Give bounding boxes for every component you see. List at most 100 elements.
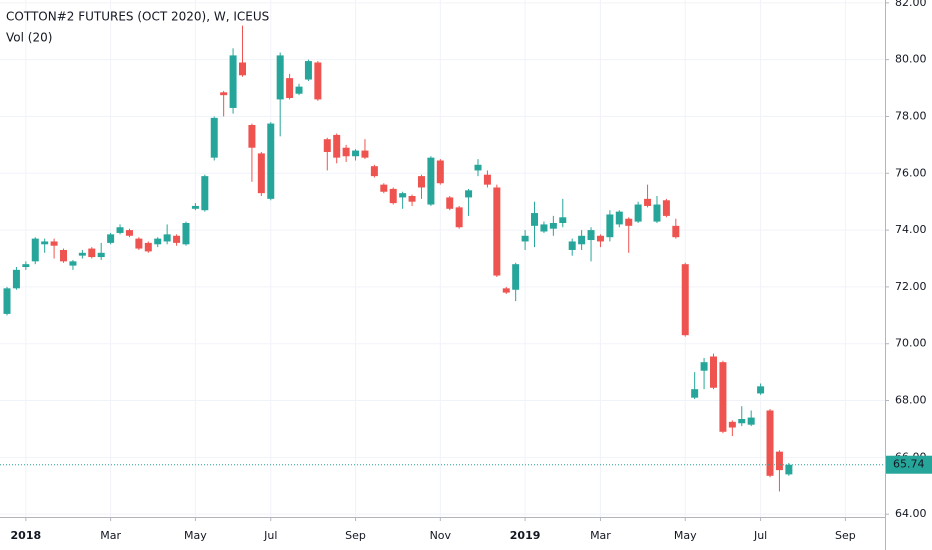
candle-body bbox=[97, 252, 105, 258]
candle-body bbox=[295, 86, 303, 94]
y-tick-label: 64.00 bbox=[895, 507, 927, 520]
candle-body bbox=[361, 150, 369, 158]
candle-body bbox=[163, 234, 171, 242]
candle-body bbox=[314, 62, 322, 100]
candle-body bbox=[408, 196, 416, 202]
candle-body bbox=[427, 157, 435, 205]
candle-body bbox=[286, 78, 294, 99]
y-tick-label: 82.00 bbox=[895, 0, 927, 9]
candle-body bbox=[512, 264, 520, 290]
last-price-badge bbox=[886, 455, 932, 474]
candle-body bbox=[352, 150, 360, 157]
candle-body bbox=[521, 235, 529, 242]
x-tick-label: Mar bbox=[100, 529, 121, 542]
x-tick-label: 2019 bbox=[510, 529, 541, 542]
candle-body bbox=[399, 193, 407, 198]
candle-body bbox=[540, 224, 548, 232]
candle-body bbox=[568, 241, 576, 250]
candle-body bbox=[173, 235, 181, 243]
x-tick-label: Sep bbox=[835, 529, 856, 542]
candle-body bbox=[3, 288, 11, 314]
axes: 64.0066.0068.0070.0072.0074.0076.0078.00… bbox=[11, 0, 932, 542]
candle-body bbox=[342, 147, 350, 157]
candle-body bbox=[210, 117, 218, 158]
candle-body bbox=[267, 123, 275, 199]
candle-body bbox=[483, 174, 491, 185]
candle-body bbox=[596, 235, 604, 242]
candle-body bbox=[125, 230, 133, 236]
candle-body bbox=[493, 187, 501, 276]
candle-body bbox=[135, 238, 143, 249]
candle-body bbox=[370, 166, 378, 177]
candle-body bbox=[389, 188, 397, 204]
candle-body bbox=[304, 61, 312, 80]
x-tick-label: Sep bbox=[345, 529, 366, 542]
candle-body bbox=[775, 451, 783, 471]
candle-body bbox=[191, 205, 199, 209]
x-tick-label: 2018 bbox=[11, 529, 42, 542]
candle-body bbox=[31, 238, 39, 262]
candle-body bbox=[644, 198, 652, 206]
candle-body bbox=[700, 362, 708, 371]
candle-body bbox=[549, 222, 557, 229]
candle-body bbox=[257, 153, 265, 194]
candle-body bbox=[239, 62, 246, 76]
chart-title: COTTON#2 FUTURES (OCT 2020), W, ICEUS bbox=[6, 10, 269, 24]
y-tick-label: 80.00 bbox=[895, 53, 927, 66]
candle-body bbox=[653, 204, 661, 222]
candle-body bbox=[662, 200, 670, 216]
candle-body bbox=[606, 214, 614, 238]
candle-body bbox=[417, 176, 425, 188]
y-tick-label: 68.00 bbox=[895, 394, 927, 407]
candle-body bbox=[559, 217, 567, 223]
candle-body bbox=[69, 261, 77, 266]
candle-body bbox=[615, 211, 623, 225]
last-price-label: 65.74 bbox=[893, 458, 925, 471]
candle-body bbox=[738, 418, 746, 424]
candle-body bbox=[728, 421, 736, 428]
candle-body bbox=[248, 124, 256, 148]
x-tick-label: Mar bbox=[590, 529, 611, 542]
candle-body bbox=[60, 249, 68, 262]
candle-body bbox=[220, 92, 228, 96]
candle-body bbox=[88, 248, 96, 258]
y-tick-label: 72.00 bbox=[895, 280, 927, 293]
candle-body bbox=[757, 386, 765, 394]
grid bbox=[0, 0, 885, 517]
candle-body bbox=[201, 176, 209, 211]
candle-body bbox=[446, 197, 454, 209]
candle-body bbox=[455, 207, 463, 228]
x-tick-label: Nov bbox=[430, 529, 452, 542]
candle-body bbox=[50, 241, 58, 246]
candle-body bbox=[474, 164, 482, 171]
x-tick-label: Jul bbox=[263, 529, 277, 542]
candles bbox=[0, 25, 885, 492]
candle-body bbox=[719, 362, 727, 432]
candle-body bbox=[531, 213, 539, 226]
candle-body bbox=[154, 238, 162, 245]
candle-body bbox=[380, 184, 388, 192]
candle-body bbox=[578, 235, 586, 245]
candle-body bbox=[672, 225, 680, 238]
candle-body bbox=[710, 356, 717, 388]
candle-body bbox=[333, 134, 341, 158]
candle-body bbox=[587, 230, 595, 241]
candle-body bbox=[276, 55, 284, 100]
candle-body bbox=[502, 288, 510, 293]
indicator-label: Vol (20) bbox=[6, 31, 52, 45]
y-tick-label: 70.00 bbox=[895, 337, 927, 350]
candle-body bbox=[229, 55, 237, 108]
candle-body bbox=[323, 139, 331, 152]
candle-body bbox=[144, 242, 152, 252]
candle-body bbox=[681, 264, 689, 336]
candle-body bbox=[785, 464, 793, 475]
candle-body bbox=[182, 222, 190, 245]
candle-body bbox=[625, 218, 633, 226]
candle-body bbox=[107, 234, 115, 243]
y-tick-label: 74.00 bbox=[895, 223, 927, 236]
candle-body bbox=[22, 264, 30, 268]
candle-body bbox=[747, 417, 755, 425]
candle-body bbox=[691, 389, 699, 398]
candle-body bbox=[436, 160, 444, 184]
